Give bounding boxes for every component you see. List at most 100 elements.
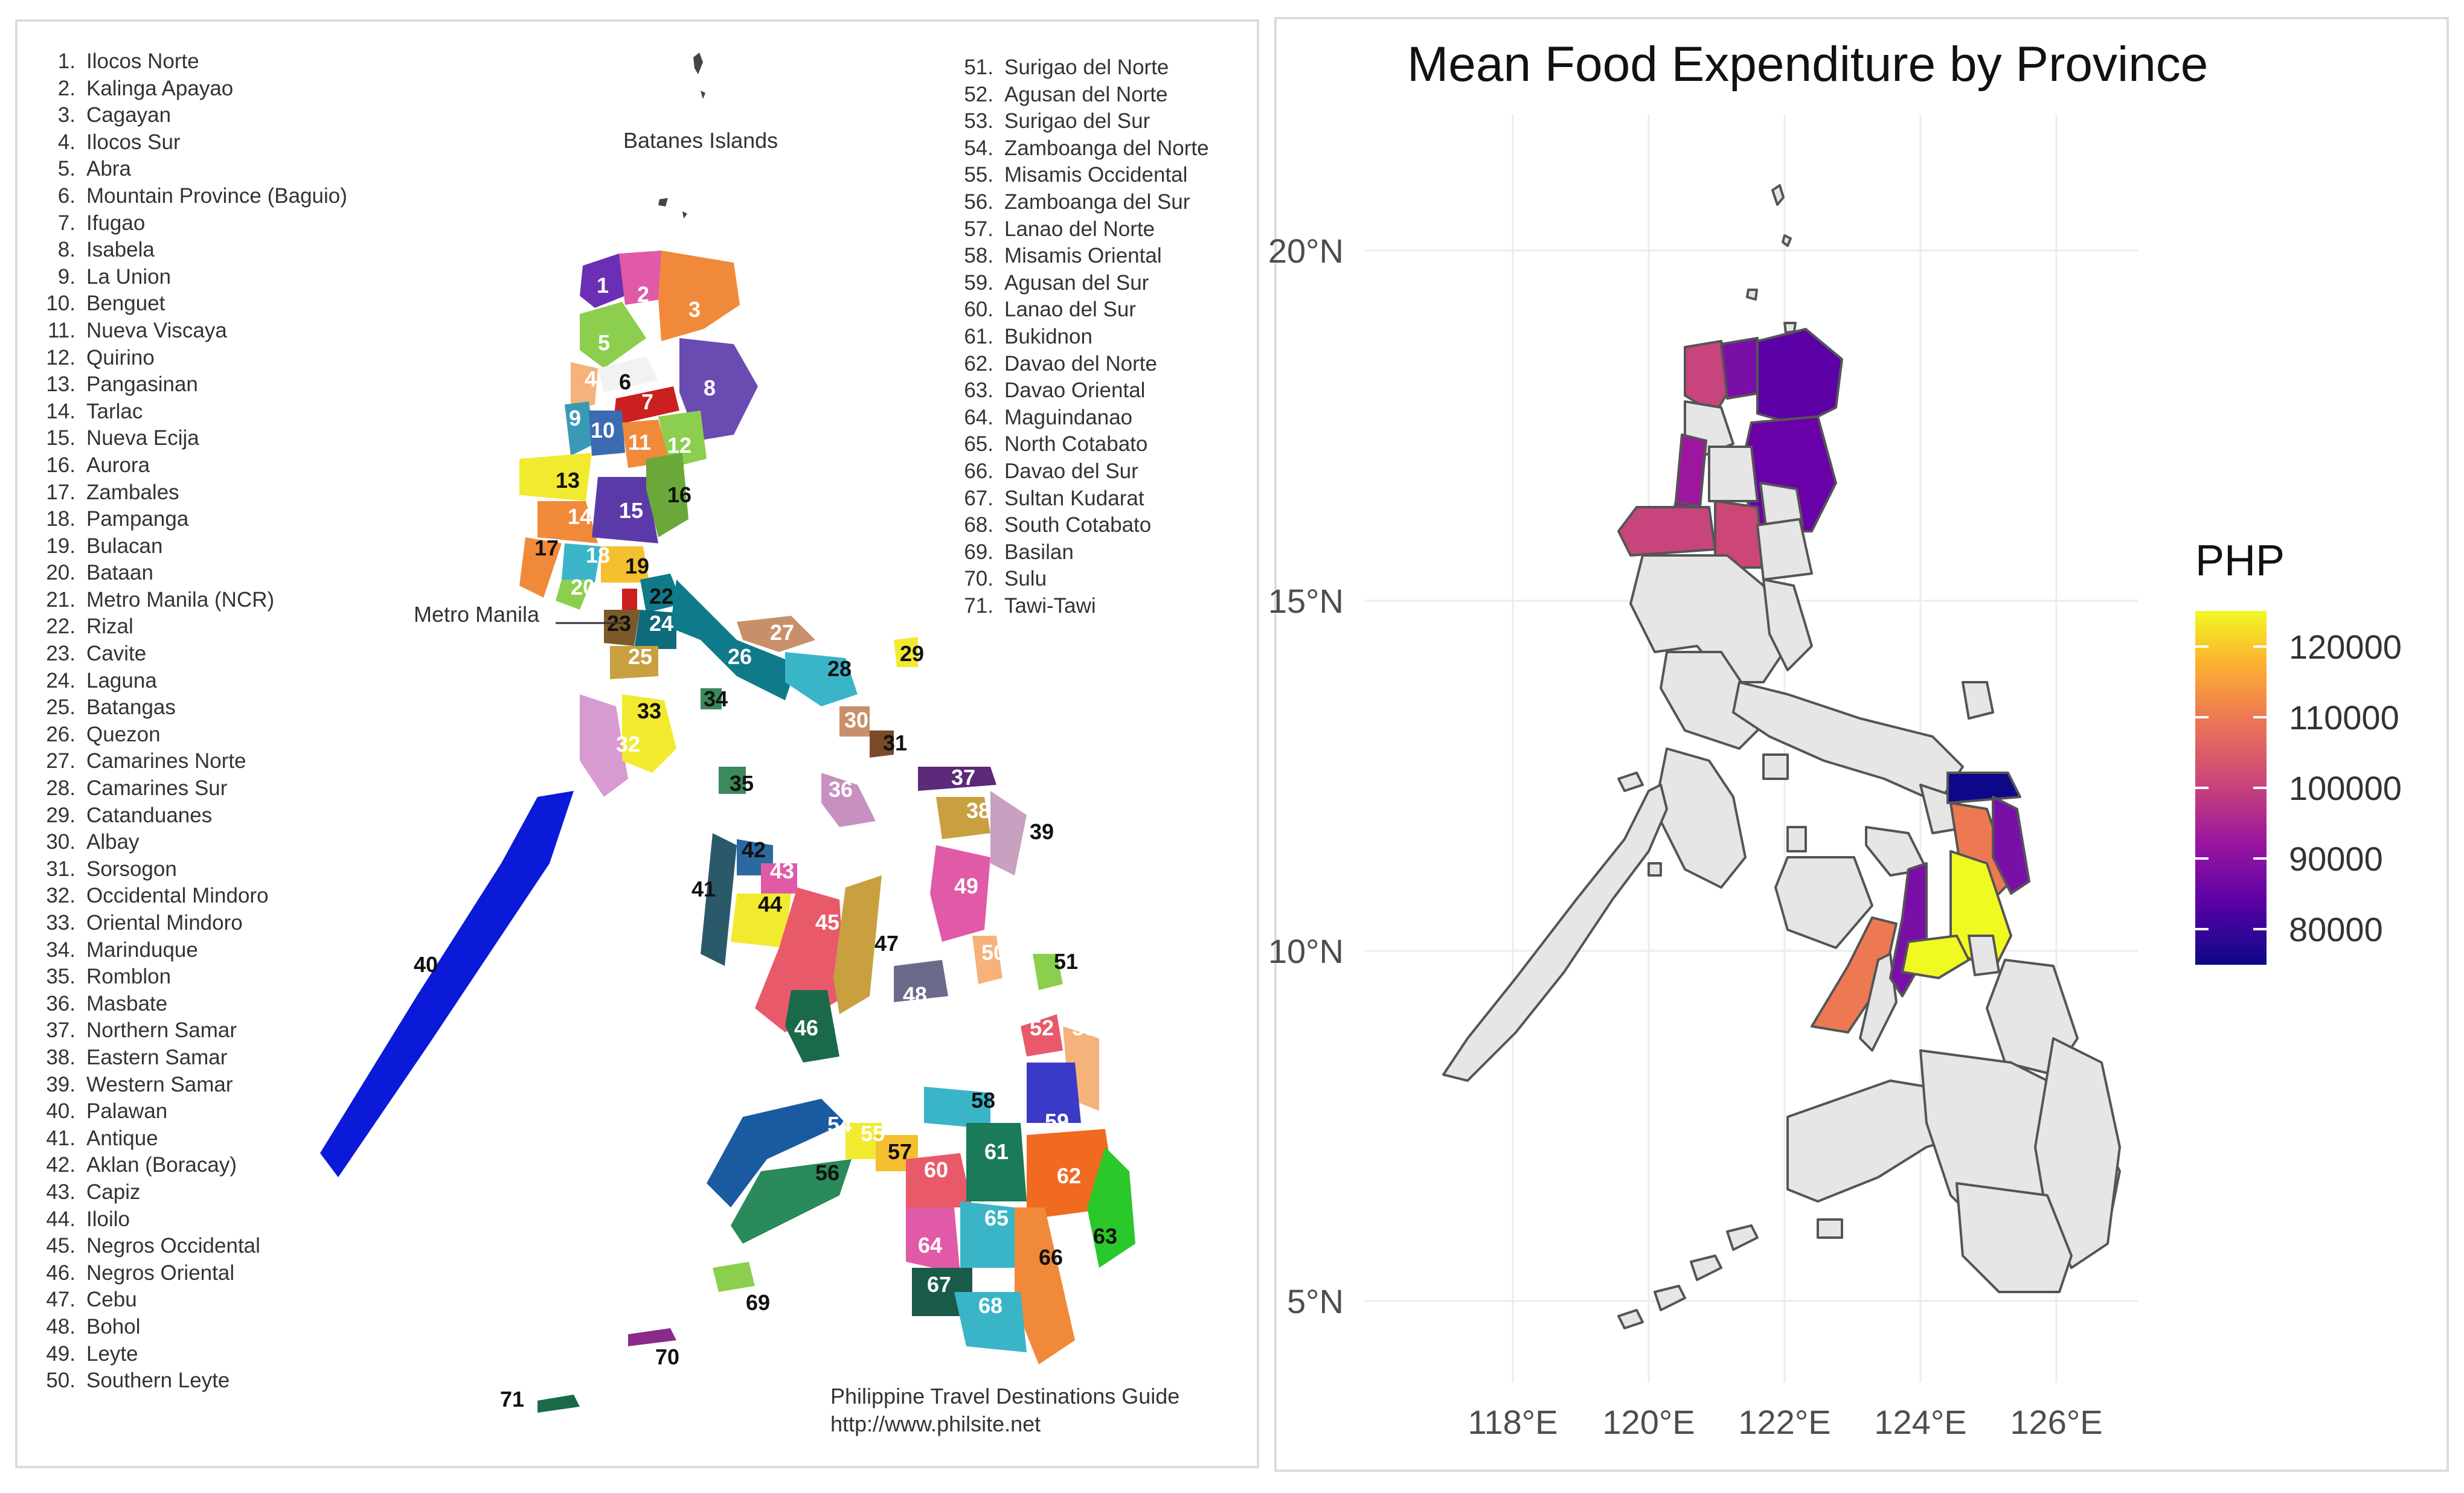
province-number: 29. xyxy=(46,803,75,827)
province-legend-item: 41. Antique xyxy=(27,1125,347,1153)
svg-text:26: 26 xyxy=(728,644,752,669)
province-number: 21. xyxy=(46,587,75,612)
mountain-province-region xyxy=(1708,446,1759,502)
svg-text:1: 1 xyxy=(597,273,609,298)
province-name: Bataan xyxy=(86,561,153,585)
province-shape-49 xyxy=(930,845,990,942)
province-number: 44. xyxy=(46,1207,75,1231)
province-name: Batangas xyxy=(86,695,176,720)
legend-tick-mark xyxy=(2253,787,2267,789)
province-shape-7 xyxy=(613,386,679,426)
svg-text:66: 66 xyxy=(1039,1245,1063,1270)
svg-text:48: 48 xyxy=(903,982,927,1007)
province-legend-item: 23. Cavite xyxy=(27,641,347,668)
province-shape-9 xyxy=(565,401,595,456)
svg-text:43: 43 xyxy=(770,858,794,883)
province-legend-item: 21. Metro Manila (NCR) xyxy=(27,587,347,614)
province-number: 3. xyxy=(57,103,75,127)
ilocos-sur-region xyxy=(1675,433,1707,508)
province-name: Benguet xyxy=(86,292,165,316)
svg-text:47: 47 xyxy=(874,931,899,956)
province-shape-11 xyxy=(622,420,670,468)
province-shape-46 xyxy=(785,990,839,1063)
province-legend-item: 20. Bataan xyxy=(27,560,347,587)
province-name: Oriental Mindoro xyxy=(86,911,243,935)
province-name: Bohol xyxy=(86,1314,141,1338)
province-shape-69 xyxy=(713,1262,755,1292)
lon-tick-124: 124°E xyxy=(1874,1403,1966,1441)
province-shape-12 xyxy=(658,411,707,468)
province-legend-item: 3. Cagayan xyxy=(27,102,347,129)
province-legend-item: 17. Zambales xyxy=(27,479,347,507)
province-shape-18 xyxy=(562,543,601,583)
lat-tick-5: 5°N xyxy=(1287,1282,1344,1320)
province-name: Cavite xyxy=(86,642,147,666)
province-shape-47 xyxy=(833,875,882,1014)
province-name: Abra xyxy=(86,157,131,181)
province-legend-list-left: 1. Ilocos Norte 2. Kalinga Apayao 3. Cagayan 4… xyxy=(27,48,347,1395)
province-shape-5 xyxy=(580,302,646,368)
province-name: Mountain Province (Baguio) xyxy=(86,184,347,208)
svg-text:29: 29 xyxy=(900,641,924,666)
pangasinan-region xyxy=(1617,506,1716,557)
province-number: 51. xyxy=(964,56,993,79)
province-legend-item: 43. Capiz xyxy=(27,1179,347,1206)
province-legend-item: 16. Aurora xyxy=(27,452,347,479)
legend-tick-label: 80000 xyxy=(2289,910,2383,949)
nueva-vizcaya-region xyxy=(1756,518,1813,581)
province-number: 5. xyxy=(57,157,75,181)
panay-region xyxy=(1774,856,1873,949)
svg-text:58: 58 xyxy=(971,1088,995,1113)
province-legend-item: 31. Sorsogon xyxy=(27,856,347,883)
province-name: Pangasinan xyxy=(86,372,198,397)
province-shape-28 xyxy=(785,652,858,706)
province-name: Davao del Sur xyxy=(1004,459,1138,483)
province-name: Cagayan xyxy=(86,103,172,127)
svg-text:8: 8 xyxy=(704,376,716,400)
map-credit-title: Philippine Travel Destinations Guide xyxy=(830,1384,1180,1408)
province-shape-31 xyxy=(870,731,894,758)
province-legend-item: 2. Kalinga Apayao xyxy=(27,75,347,103)
province-number: 45. xyxy=(46,1234,75,1258)
province-number: 58. xyxy=(964,244,993,268)
svg-text:36: 36 xyxy=(829,777,853,802)
province-legend-item: 46. Negros Oriental xyxy=(27,1260,347,1287)
map-credit-url: http://www.philsite.net xyxy=(830,1411,1041,1436)
province-number: 4. xyxy=(57,130,75,154)
province-number: 6. xyxy=(57,184,75,208)
svg-text:34: 34 xyxy=(704,686,728,711)
province-shape-59 xyxy=(1027,1063,1081,1123)
province-name: Catanduanes xyxy=(86,803,213,827)
province-legend-item: 66. Davao del Sur xyxy=(945,458,1209,485)
province-name: Ilocos Sur xyxy=(86,130,181,154)
province-shape-25 xyxy=(610,646,658,679)
province-number: 25. xyxy=(46,695,75,720)
province-legend-item: 55. Misamis Occidental xyxy=(945,162,1209,189)
svg-text:9: 9 xyxy=(569,406,581,430)
province-legend-item: 10. Benguet xyxy=(27,290,347,318)
province-shape-29 xyxy=(894,637,918,667)
province-legend-item: 60. Lanao del Sur xyxy=(945,296,1209,324)
legend-tick-label: 100000 xyxy=(2289,769,2402,807)
province-shape-35 xyxy=(719,767,746,794)
province-legend-item: 57. Lanao del Norte xyxy=(945,216,1209,243)
calabarzon-region xyxy=(1660,651,1765,750)
province-name: Zamboanga del Sur xyxy=(1004,190,1190,214)
mindanao-south-region xyxy=(1955,1182,2073,1293)
svg-text:60: 60 xyxy=(924,1157,948,1182)
province-shape-14 xyxy=(537,501,598,543)
province-number: 13. xyxy=(46,372,75,397)
province-name: Aklan (Boracay) xyxy=(86,1153,237,1177)
province-number: 46. xyxy=(46,1261,75,1285)
svg-text:71: 71 xyxy=(500,1387,524,1411)
province-shape-23 xyxy=(604,610,640,646)
svg-text:59: 59 xyxy=(1045,1109,1069,1134)
province-name: Davao Oriental xyxy=(1004,379,1146,403)
province-number: 65. xyxy=(964,432,993,456)
province-name: Davao del Norte xyxy=(1004,351,1157,376)
batanes-islands-shape xyxy=(658,53,705,219)
province-number: 17. xyxy=(46,480,75,504)
